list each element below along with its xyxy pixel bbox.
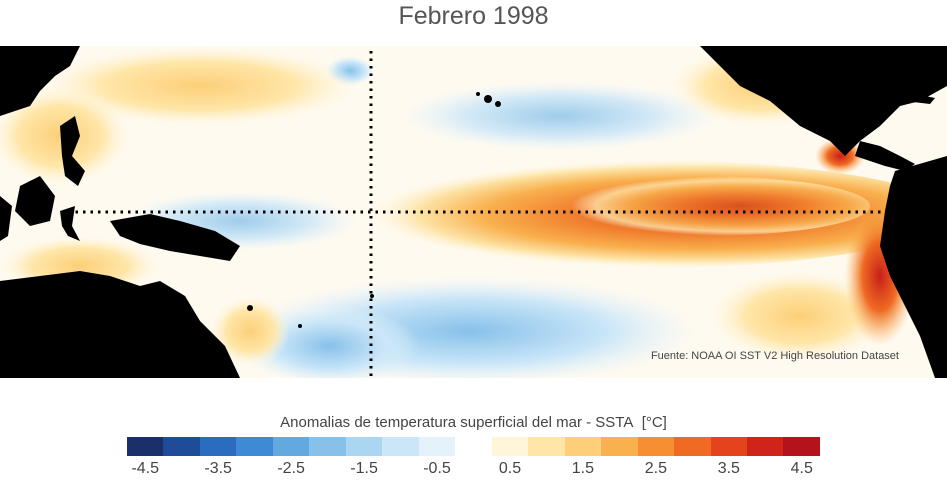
land-hawaii xyxy=(484,95,492,103)
land-borneo xyxy=(15,176,55,226)
colorbar-swatch xyxy=(746,437,784,456)
map-title: Febrero 1998 xyxy=(398,2,549,30)
colorbar-swatch xyxy=(455,437,492,456)
colorbar-swatch xyxy=(272,437,310,456)
colorbar-swatch xyxy=(674,437,711,456)
colorbar-tick-label: -1.5 xyxy=(350,460,378,477)
colorbar-swatch xyxy=(199,437,237,456)
colorbar-tick-label: -4.5 xyxy=(131,460,160,477)
land-cuba xyxy=(900,91,935,104)
colorbar xyxy=(127,437,820,456)
colorbar-swatch xyxy=(637,437,675,456)
colorbar-swatch xyxy=(163,437,200,456)
colorbar-swatch xyxy=(418,437,456,456)
colorbar-swatch xyxy=(382,437,419,456)
colorbar-label-unit: [°C] xyxy=(641,414,667,431)
land-central-america xyxy=(855,141,915,171)
colorbar-swatch xyxy=(345,437,383,456)
colorbar-swatch xyxy=(601,437,638,456)
land-new-guinea xyxy=(110,214,240,261)
colorbar-swatch xyxy=(491,437,529,456)
colorbar-swatch xyxy=(236,437,273,456)
sst-anomaly-map xyxy=(0,46,947,378)
colorbar-tick-label: 0.5 xyxy=(498,460,522,477)
land-philippines xyxy=(60,116,85,186)
land-north-america xyxy=(700,46,947,156)
colorbar-swatch xyxy=(528,437,565,456)
land-sumatra xyxy=(0,196,12,241)
colorbar-swatch xyxy=(127,437,164,456)
land-asia xyxy=(0,46,80,116)
colorbar-swatch xyxy=(564,437,602,456)
reference-lines xyxy=(68,51,885,376)
colorbar-label-text: Anomalias de temperatura superficial del… xyxy=(280,414,634,431)
colorbar-tick-label: 2.5 xyxy=(644,460,667,477)
colorbar-tick-label: -0.5 xyxy=(423,460,451,477)
colorbar-tick-label: 1.5 xyxy=(571,460,595,477)
land-masses xyxy=(0,46,947,378)
colorbar-swatch xyxy=(309,437,346,456)
colorbar-swatch xyxy=(710,437,747,456)
colorbar-tick-label: -3.5 xyxy=(204,460,232,477)
colorbar-swatch xyxy=(783,437,820,456)
land-australia xyxy=(0,271,240,378)
colorbar-ticks: -4.5 -3.5 -2.5 -1.5 -0.5 0.5 1.5 2.5 3.5 4.5 xyxy=(127,460,820,480)
land-south-america xyxy=(880,156,947,378)
colorbar-label: Anomalias de temperatura superficial del… xyxy=(0,414,947,431)
colorbar-tick-label: 3.5 xyxy=(717,460,740,477)
source-note: Fuente: NOAA OI SST V2 High Resolution D… xyxy=(650,350,899,362)
colorbar-tick-label: -2.5 xyxy=(277,460,305,477)
colorbar-tick-label: 4.5 xyxy=(790,460,813,477)
land-sulawesi xyxy=(60,206,80,241)
